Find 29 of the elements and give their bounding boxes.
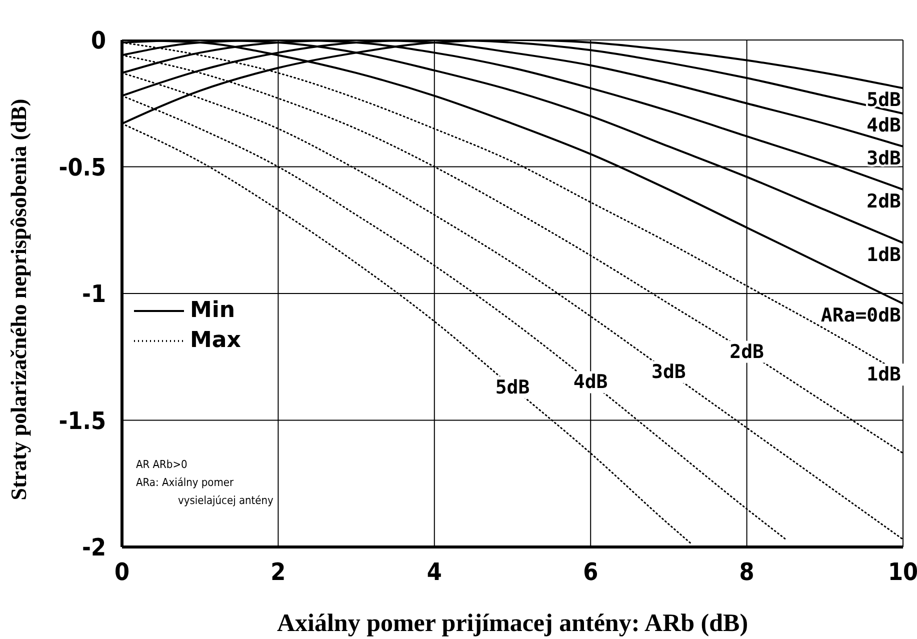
series-label: 3dB [866, 147, 901, 170]
series-label: 4dB [573, 371, 608, 394]
y-tick-label: -0.5 [58, 153, 106, 182]
y-tick-label: -1.5 [58, 406, 106, 435]
series-label: 2dB [866, 190, 901, 213]
x-tick-label: 10 [888, 558, 917, 586]
series-label: 3dB [652, 361, 686, 384]
x-tick-label: 4 [426, 558, 442, 586]
x-axis-title: Axiálny pomer prijímacej antény: ARb (dB) [276, 610, 748, 637]
annotation: Min [190, 298, 236, 323]
x-tick-label: 2 [270, 558, 286, 586]
annotation: AR ARb>0 [136, 456, 188, 473]
annotation: vysielajúcej antény [177, 492, 274, 509]
annotation: Max [190, 328, 241, 353]
x-tick-label: 6 [583, 558, 598, 586]
series-label: 5dB [866, 89, 901, 112]
series-label: 1dB [866, 364, 901, 386]
y-tick-label: -2 [82, 534, 106, 562]
series-label: 5dB [495, 376, 530, 398]
y-tick-label: 0 [90, 26, 106, 55]
y-tick-label: -1 [82, 280, 106, 308]
series-label: ARa=0dB [820, 304, 901, 327]
y-axis-title: Straty polarizačného neprispôsobenia (dB) [6, 98, 31, 500]
x-tick-label: 0 [114, 558, 130, 586]
series-label: 1dB [866, 244, 901, 266]
series-label: 4dB [866, 114, 901, 137]
annotation: ARa: Axiálny pomer [136, 474, 235, 491]
x-tick-label: 8 [739, 558, 754, 586]
series-label: 2dB [730, 340, 764, 363]
